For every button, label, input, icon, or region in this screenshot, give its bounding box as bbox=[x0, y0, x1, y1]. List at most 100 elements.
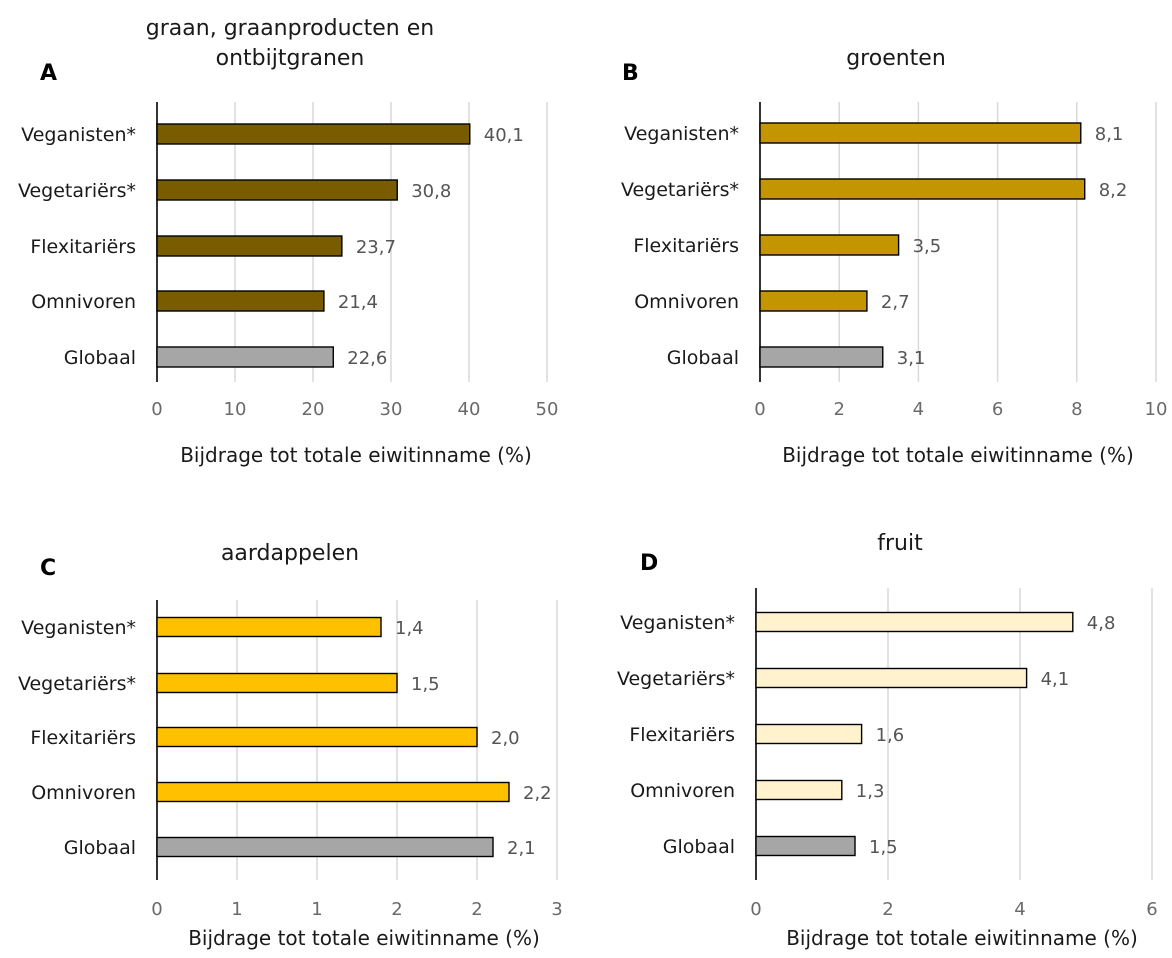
category-label: Globaal bbox=[64, 837, 136, 859]
bar bbox=[759, 178, 1086, 200]
x-tick-label: 10 bbox=[1145, 399, 1168, 420]
category-label: Vegetariërs* bbox=[621, 179, 739, 201]
category-label: Veganisten* bbox=[620, 612, 735, 634]
x-axis-title: Bijdrage tot totale eiwitinname (%) bbox=[180, 443, 532, 467]
data-label: 4,1 bbox=[1041, 669, 1070, 690]
panel-letter: A bbox=[40, 61, 57, 86]
data-label: 2,0 bbox=[491, 728, 520, 749]
chart-title: graan, graanproducten en bbox=[146, 16, 434, 41]
category-label: Vegetariërs* bbox=[18, 673, 136, 695]
x-tick-label: 0 bbox=[151, 899, 162, 920]
category-label: Vegetariërs* bbox=[18, 180, 136, 202]
data-label: 3,5 bbox=[913, 236, 942, 257]
category-label: Globaal bbox=[667, 347, 739, 369]
data-label: 23,7 bbox=[356, 237, 396, 258]
bar bbox=[755, 667, 1028, 689]
category-label: Flexitariërs bbox=[633, 235, 739, 257]
data-label: 21,4 bbox=[338, 292, 378, 313]
x-tick-label: 2 bbox=[833, 399, 844, 420]
category-label: Flexitariërs bbox=[30, 236, 136, 258]
data-label: 1,5 bbox=[411, 674, 440, 695]
bar bbox=[755, 723, 863, 745]
category-label: Vegetariërs* bbox=[617, 668, 735, 690]
data-label: 22,6 bbox=[347, 348, 387, 369]
chart-panel-c: 0 1 1 2 2 3 Veganisten* 1,4 Vegetariërs* 1,5 Flexi… bbox=[18, 541, 563, 950]
x-tick-label: 1 bbox=[311, 899, 322, 920]
data-label: 8,2 bbox=[1099, 180, 1128, 201]
bar bbox=[156, 346, 334, 368]
bar bbox=[156, 781, 510, 803]
x-tick-label: 4 bbox=[1014, 899, 1025, 920]
x-axis-title: Bijdrage tot totale eiwitinname (%) bbox=[782, 443, 1134, 467]
x-tick-label: 40 bbox=[458, 399, 481, 420]
data-label: 1,3 bbox=[856, 781, 885, 802]
x-tick-label: 10 bbox=[224, 399, 247, 420]
bar bbox=[759, 290, 868, 312]
panel-letter: B bbox=[622, 61, 639, 86]
data-label: 1,4 bbox=[395, 618, 424, 639]
data-label: 40,1 bbox=[484, 125, 524, 146]
data-label: 2,7 bbox=[881, 292, 910, 313]
chart-panel-a: 0 10 20 30 40 50 Veganisten* 40,1 Vegetariërs* 30… bbox=[18, 16, 559, 467]
data-label: 3,1 bbox=[897, 348, 926, 369]
data-label: 4,8 bbox=[1087, 613, 1116, 634]
category-label: Veganisten* bbox=[624, 123, 739, 145]
x-tick-label: 6 bbox=[1146, 899, 1157, 920]
x-tick-label: 30 bbox=[380, 399, 403, 420]
x-tick-label: 4 bbox=[913, 399, 924, 420]
chart-title: fruit bbox=[877, 531, 923, 556]
category-label: Globaal bbox=[64, 347, 136, 369]
chart-panel-b: 0 2 4 6 8 10 Veganisten* 8,1 Vegetariërs* 8,2 Flex… bbox=[621, 46, 1168, 467]
x-tick-label: 2 bbox=[882, 899, 893, 920]
data-label: 1,6 bbox=[876, 725, 905, 746]
bar bbox=[156, 726, 478, 748]
panel-letter: D bbox=[640, 551, 658, 576]
x-tick-label: 1 bbox=[231, 899, 242, 920]
data-label: 1,5 bbox=[869, 837, 898, 858]
x-axis-title: Bijdrage tot totale eiwitinname (%) bbox=[786, 926, 1138, 950]
bar bbox=[156, 179, 398, 201]
x-tick-label: 2 bbox=[391, 899, 402, 920]
panel-letter: C bbox=[40, 556, 56, 581]
bar bbox=[755, 779, 843, 801]
category-label: Globaal bbox=[663, 836, 735, 858]
bar bbox=[156, 123, 471, 145]
bar bbox=[156, 290, 325, 312]
data-label: 2,1 bbox=[507, 838, 536, 859]
category-label: Flexitariërs bbox=[30, 727, 136, 749]
bar bbox=[156, 235, 343, 257]
category-label: Veganisten* bbox=[21, 617, 136, 639]
x-tick-label: 50 bbox=[536, 399, 559, 420]
data-label: 8,1 bbox=[1095, 124, 1124, 145]
data-label: 30,8 bbox=[411, 181, 451, 202]
category-label: Omnivoren bbox=[31, 291, 136, 313]
chart-title: aardappelen bbox=[221, 541, 359, 566]
x-tick-label: 0 bbox=[750, 899, 761, 920]
bar bbox=[156, 836, 494, 858]
bar bbox=[759, 346, 884, 368]
bar bbox=[156, 672, 398, 694]
x-tick-label: 0 bbox=[754, 399, 765, 420]
x-axis-title: Bijdrage tot totale eiwitinname (%) bbox=[188, 926, 540, 950]
category-label: Omnivoren bbox=[630, 780, 735, 802]
chart-title: ontbijtgranen bbox=[216, 46, 365, 71]
category-label: Flexitariërs bbox=[629, 724, 735, 746]
category-label: Veganisten* bbox=[21, 124, 136, 146]
x-tick-label: 0 bbox=[151, 399, 162, 420]
bar bbox=[156, 616, 382, 638]
x-tick-label: 20 bbox=[302, 399, 325, 420]
category-label: Omnivoren bbox=[634, 291, 739, 313]
chart-panel-d: 0 2 4 6 Veganisten* 4,8 Vegetariërs* 4,1 Flexita… bbox=[617, 531, 1158, 950]
chart-title: groenten bbox=[846, 46, 946, 71]
category-label: Omnivoren bbox=[31, 782, 136, 804]
bar bbox=[759, 234, 900, 256]
bar bbox=[755, 611, 1074, 633]
x-tick-label: 6 bbox=[992, 399, 1003, 420]
x-tick-label: 2 bbox=[471, 899, 482, 920]
x-tick-label: 3 bbox=[551, 899, 562, 920]
bar bbox=[755, 835, 856, 857]
x-tick-label: 8 bbox=[1071, 399, 1082, 420]
bar bbox=[759, 122, 1082, 144]
data-label: 2,2 bbox=[523, 783, 552, 804]
